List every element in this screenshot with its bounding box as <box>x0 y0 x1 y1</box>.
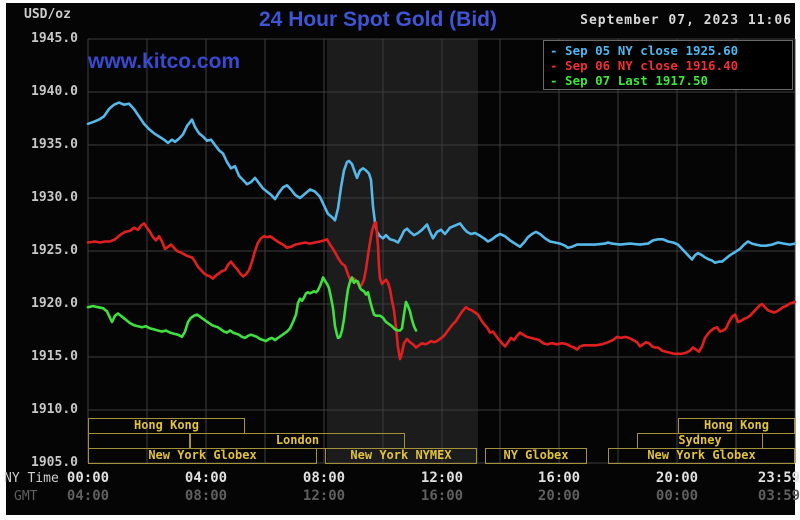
price-line-sep-07 <box>86 276 418 343</box>
x-tick-gmt: 08:00 <box>184 488 228 504</box>
x-tick-ny: 20:00 <box>655 470 699 486</box>
x-tick-gmt: 04:00 <box>66 488 110 504</box>
y-tick-label: 1935.0 <box>31 137 78 152</box>
y-tick-label: 1920.0 <box>31 296 78 311</box>
session-box-new-york-nymex: New York NYMEX <box>325 448 477 464</box>
legend: - Sep 05 NY close 1925.60- Sep 06 NY clo… <box>543 40 793 90</box>
x-tick-ny: 00:00 <box>66 470 110 486</box>
y-axis-unit-label: USD/oz <box>24 7 71 22</box>
x-tick-gmt: 16:00 <box>420 488 464 504</box>
timestamp: September 07, 2023 11:06 <box>580 13 792 28</box>
x-tick-ny: 08:00 <box>302 470 346 486</box>
session-box-ny-globex: NY Globex <box>485 448 587 464</box>
x-tick-ny: 16:00 <box>537 470 581 486</box>
ny-time-axis-caption: NY Time <box>4 471 59 486</box>
session-box-hong-kong: Hong Kong <box>678 418 795 434</box>
kitco-watermark-link[interactable]: www.kitco.com <box>88 50 241 73</box>
price-line-sep-05 <box>86 101 797 265</box>
gmt-axis-caption: GMT <box>14 489 38 504</box>
y-tick-label: 1910.0 <box>31 402 78 417</box>
x-tick-gmt: 03:59 <box>757 488 800 504</box>
legend-entry: - Sep 07 Last 1917.50 <box>550 73 709 88</box>
x-tick-gmt: 20:00 <box>537 488 581 504</box>
x-tick-gmt: 12:00 <box>302 488 346 504</box>
y-tick-label: 1925.0 <box>31 243 78 258</box>
session-box <box>88 433 190 449</box>
session-box-new-york-globex: New York Globex <box>608 448 795 464</box>
session-box-new-york-globex: New York Globex <box>88 448 317 464</box>
session-box-london: London <box>190 433 405 449</box>
x-tick-gmt: 00:00 <box>655 488 699 504</box>
y-tick-label: 1945.0 <box>31 31 78 46</box>
session-box-sydney: Sydney <box>637 433 763 449</box>
legend-entry: - Sep 06 NY close 1916.40 <box>550 58 739 73</box>
y-tick-label: 1905.0 <box>31 455 78 470</box>
y-tick-label: 1915.0 <box>31 349 78 364</box>
y-tick-label: 1940.0 <box>31 84 78 99</box>
x-tick-ny: 23:59 <box>757 470 800 486</box>
x-tick-ny: 04:00 <box>184 470 228 486</box>
price-line-sep-06 <box>86 221 797 361</box>
page-title: 24 Hour Spot Gold (Bid) <box>259 8 497 31</box>
session-box-hong-kong: Hong Kong <box>88 418 245 434</box>
x-tick-ny: 12:00 <box>420 470 464 486</box>
y-tick-label: 1930.0 <box>31 190 78 205</box>
legend-entry: - Sep 05 NY close 1925.60 <box>550 43 739 58</box>
